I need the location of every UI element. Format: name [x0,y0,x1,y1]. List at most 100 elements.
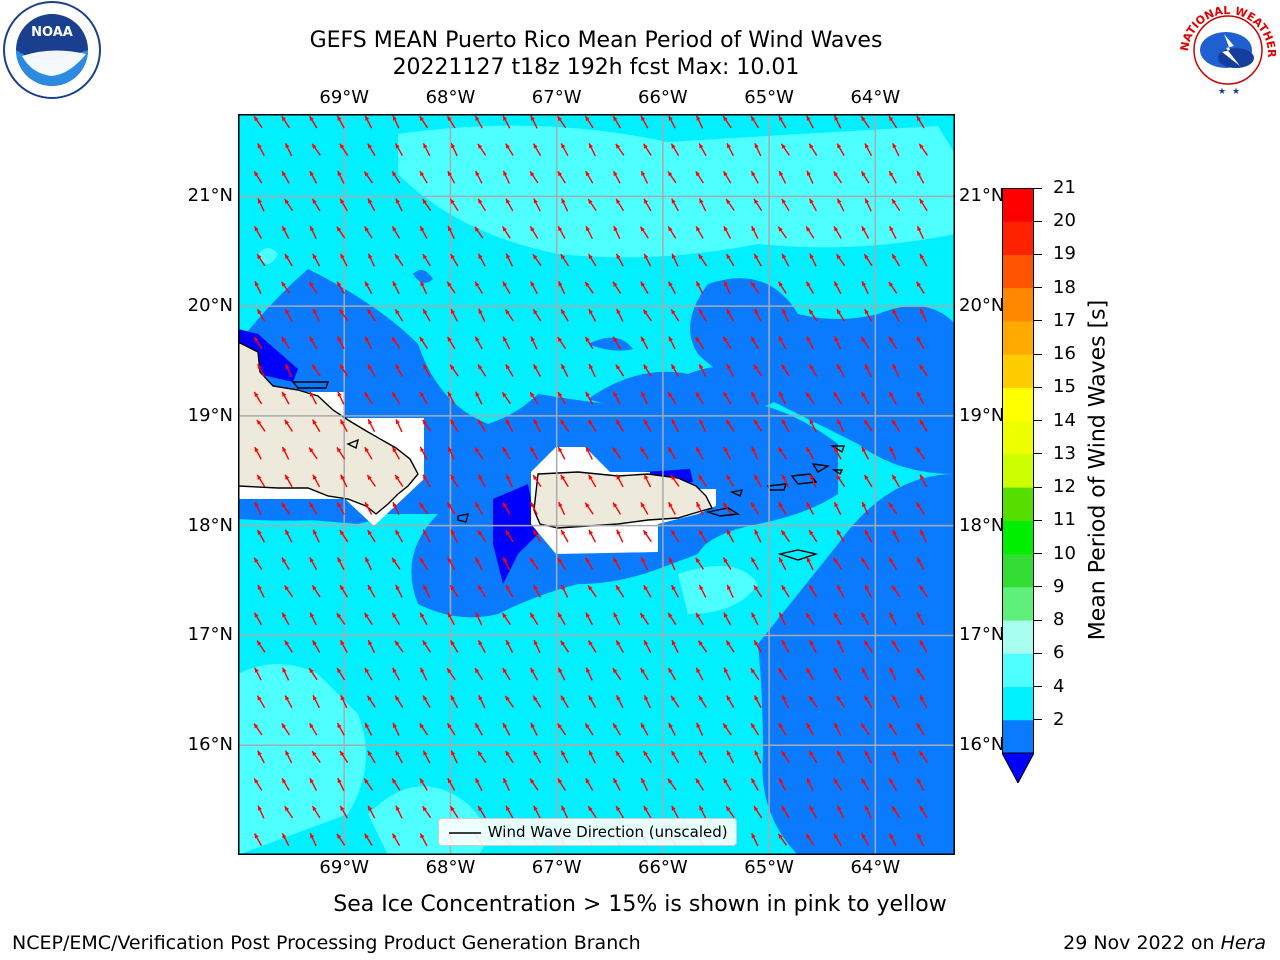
wind-wave-arrow [833,557,843,570]
wind-wave-arrow [529,226,539,239]
wind-wave-arrow [308,667,318,681]
wind-wave-arrow [557,612,566,626]
wind-wave-arrow [446,667,456,681]
colorbar-bin [1002,620,1034,654]
wind-wave-arrow [585,777,594,791]
lon-label-top: 68°W [425,87,476,108]
wind-wave-arrow [419,170,428,184]
wind-wave-arrow [695,667,704,681]
wind-wave-arrow [529,171,539,184]
wind-wave-arrow [281,391,290,405]
wind-wave-arrow [753,419,763,432]
colorbar-bin [1002,387,1034,422]
wind-wave-arrow [529,667,539,681]
wind-wave-arrow [337,170,345,184]
wind-wave-arrow [860,336,870,349]
wind-wave-arrow [643,805,652,819]
wind-wave-arrow [450,529,458,543]
wind-wave-arrow [860,778,870,791]
wind-wave-arrow [253,557,263,570]
lon-label-top: 69°W [319,87,370,108]
wind-wave-arrow [309,832,317,847]
wind-wave-arrow [253,833,263,847]
wind-wave-arrow [722,336,732,350]
wind-wave-arrow [833,722,842,736]
wind-wave-arrow [750,502,760,515]
wind-wave-arrow [474,502,484,515]
wind-wave-arrow [615,584,625,598]
wind-wave-arrow [698,529,707,543]
wind-wave-arrow [726,529,735,543]
colorbar-tick-label: 15 [1053,376,1076,398]
wind-wave-arrow [364,722,373,736]
wind-wave-arrow [446,722,456,736]
wind-wave-arrow [363,778,373,791]
wind-wave-arrow [836,529,845,543]
wind-wave-arrow [750,336,760,350]
wind-wave-arrow [863,695,873,708]
wind-wave-arrow [750,391,759,405]
wind-wave-arrow [889,446,897,460]
wind-wave-arrow [778,336,787,350]
wind-wave-arrow [753,805,763,819]
wind-wave-arrow [891,529,900,543]
wind-wave-arrow [450,253,459,267]
wind-wave-arrow [698,640,708,653]
wind-wave-arrow [750,115,760,129]
wind-wave-arrow [695,281,704,295]
wind-wave-arrow [505,529,514,543]
lon-label-bottom: 66°W [638,857,688,878]
wind-wave-arrow [667,446,677,460]
wind-wave-arrow [640,446,649,460]
wind-wave-arrow [916,170,925,184]
wind-wave-arrow [806,557,814,571]
wind-wave-arrow [864,529,873,543]
wind-wave-arrow [557,225,566,239]
lat-label-left: 19°N [187,404,233,426]
wind-wave-arrow [392,667,400,681]
wind-wave-arrow [588,529,597,543]
wind-wave-arrow [864,198,872,212]
chart-title: GEFS MEAN Puerto Rico Mean Period of Win… [309,28,883,53]
lat-label-right: 21°N [959,185,1005,207]
wind-wave-arrow [308,447,318,460]
wind-wave-arrow [698,474,707,488]
colorbar-tick-mark [1034,619,1042,621]
wind-wave-arrow [449,198,459,212]
wind-wave-arrow [918,750,928,763]
wind-wave-arrow [311,750,321,763]
wind-wave-arrow [474,722,483,736]
colorbar-scale [1001,188,1035,785]
wind-wave-arrow [502,281,511,295]
wind-wave-arrow [753,695,762,709]
wind-wave-arrow [806,170,814,184]
wind-wave-arrow [612,281,622,294]
wind-wave-arrow [447,612,456,626]
wind-wave-arrow [391,833,401,847]
wind-wave-arrow [284,474,293,488]
wind-wave-arrow [477,639,486,653]
wind-wave-arrow [256,308,266,322]
wind-wave-arrow [585,170,594,184]
wind-wave-arrow [612,777,621,791]
colorbar-tick-label: 18 [1053,276,1076,298]
wind-wave-arrow [640,722,649,736]
wind-wave-arrow [450,695,459,709]
wind-wave-arrow [723,667,731,681]
wind-wave-arrow [726,143,735,157]
wind-wave-arrow [833,446,842,460]
wind-wave-arrow [557,115,567,129]
wind-wave-arrow [751,833,759,847]
wind-wave-arrow [284,308,293,322]
wind-wave-arrow [394,529,404,543]
wind-wave-arrow [615,474,624,488]
wind-wave-arrow [725,198,735,211]
wind-wave-arrow [529,446,539,460]
noaa-logo-text: NOAA [31,25,73,40]
wind-wave-arrow [778,557,787,571]
wind-wave-arrow [919,198,928,212]
wind-wave-arrow [861,446,870,460]
wind-wave-arrow [257,198,265,212]
wind-wave-arrow [615,198,625,212]
colorbar-tick-mark [1034,353,1042,355]
